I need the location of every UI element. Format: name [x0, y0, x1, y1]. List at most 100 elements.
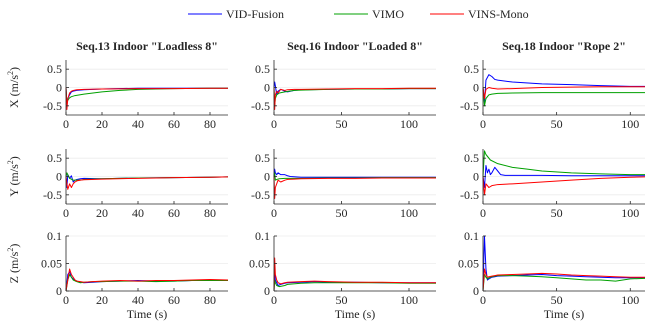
series-line-vid-fusion — [482, 165, 645, 188]
x-axis-label: Time (s) — [544, 307, 585, 321]
series-line-vins-mono — [482, 268, 645, 292]
y-tick-label: 0.5 — [47, 151, 62, 165]
series-line-vid-fusion — [273, 168, 436, 178]
y-tick-label: 0 — [473, 170, 479, 184]
x-tick-label: 50 — [551, 206, 563, 220]
y-axis-label: Y (m/s2) — [6, 156, 21, 197]
x-tick-label: 100 — [400, 206, 418, 220]
y-axis-label-close: ) — [7, 244, 21, 248]
x-tick-label: 0 — [63, 117, 69, 131]
series-line-vins-mono — [482, 86, 645, 99]
x-tick-label: 20 — [96, 206, 108, 220]
x-tick-label: 50 — [551, 293, 563, 307]
series-line-vimo — [482, 274, 646, 292]
y-tick-label: -0.5 — [460, 99, 479, 113]
series-line-vimo — [273, 279, 436, 292]
y-axis-label-text: X (m/s2) — [6, 67, 21, 108]
x-tick-label: 100 — [400, 117, 418, 131]
column-title: Seq.16 Indoor "Loaded 8" — [287, 39, 423, 53]
y-tick-label: 0.1 — [464, 229, 479, 243]
x-axis-label: Time (s) — [335, 307, 376, 321]
x-tick-label: 0 — [63, 293, 69, 307]
y-axis-label-superscript: 2 — [6, 248, 15, 252]
y-tick-label: 0.1 — [255, 229, 270, 243]
y-tick-label: -0.5 — [43, 99, 62, 113]
panel: 0 0.05 0.1 0 50 100 — [249, 229, 436, 307]
x-tick-label: 80 — [204, 293, 216, 307]
x-tick-label: 100 — [621, 293, 639, 307]
x-tick-label: 100 — [400, 293, 418, 307]
series-line-vimo — [482, 87, 645, 107]
series-line-vins-mono — [273, 257, 436, 292]
y-tick-label: 0.05 — [41, 257, 62, 271]
panel: -0.500.50 50 100 — [251, 60, 436, 131]
x-tick-label: 60 — [168, 293, 180, 307]
series-line-vins-mono — [273, 87, 436, 110]
legend: VID-Fusion VIMO VINS-Mono — [188, 7, 529, 21]
y-tick-label: 0.05 — [249, 257, 270, 271]
x-tick-label: 40 — [132, 117, 144, 131]
series-line-vid-fusion — [65, 87, 228, 105]
y-tick-label: 0 — [56, 170, 62, 184]
panel: -0.500.50 50 100 — [460, 60, 645, 131]
legend-label: VIMO — [372, 7, 404, 21]
x-tick-label: 50 — [551, 117, 563, 131]
x-tick-label: 50 — [336, 206, 348, 220]
series-line-vimo — [65, 87, 228, 105]
y-tick-label: 0 — [473, 284, 479, 298]
x-tick-label: 60 — [168, 206, 180, 220]
y-tick-label: -0.5 — [460, 188, 479, 202]
y-tick-label: 0 — [473, 81, 479, 95]
y-tick-label: 0.5 — [255, 62, 270, 76]
column-title: Seq.18 Indoor "Rope 2" — [502, 39, 626, 53]
panel: -0.500.50 50 100 — [251, 149, 436, 220]
y-axis-label-text: Y (m/s2) — [6, 156, 21, 197]
y-tick-label: 0 — [264, 81, 270, 95]
x-tick-label: 0 — [480, 293, 486, 307]
y-tick-label: 0.5 — [47, 62, 62, 76]
series-line-vimo — [273, 87, 436, 107]
legend-label: VID-Fusion — [226, 7, 284, 21]
panels: Seq.13 Indoor "Loadless 8" Seq.16 Indoor … — [6, 39, 646, 321]
y-tick-label: -0.5 — [251, 188, 270, 202]
series-line-vid-fusion — [273, 268, 436, 292]
y-tick-label: 0.5 — [464, 151, 479, 165]
series-line-vins-mono — [273, 176, 436, 199]
x-tick-label: 100 — [621, 117, 639, 131]
x-tick-label: 0 — [480, 117, 486, 131]
y-axis-label-close: ) — [7, 67, 21, 71]
y-tick-label: 0.05 — [458, 257, 479, 271]
series-line-vimo — [482, 150, 645, 177]
x-tick-label: 20 — [96, 117, 108, 131]
y-axis-label-superscript: 2 — [6, 160, 15, 164]
x-tick-label: 0 — [271, 293, 277, 307]
y-axis-label: X (m/s2) — [6, 67, 21, 108]
x-tick-label: 50 — [336, 117, 348, 131]
series-line-vins-mono — [65, 87, 228, 110]
y-axis-label-main: Z (m/s — [7, 251, 21, 283]
y-tick-label: 0.5 — [255, 151, 270, 165]
x-tick-label: 20 — [96, 293, 108, 307]
y-tick-label: 0 — [56, 284, 62, 298]
x-tick-label: 0 — [271, 206, 277, 220]
y-axis-label-main: X (m/s — [7, 75, 21, 108]
panel: -0.500.50 20 40 60 80 — [43, 149, 229, 220]
series-line-vins-mono — [65, 176, 229, 190]
panel: -0.500.50 50 100 — [460, 149, 646, 220]
x-axis-label: Time (s) — [127, 307, 168, 321]
y-tick-label: 0 — [264, 284, 270, 298]
series-line-vins-mono — [482, 176, 646, 196]
x-tick-label: 60 — [168, 117, 180, 131]
panel: 0 0.05 0.1 0 50 100 — [458, 229, 646, 307]
y-tick-label: -0.5 — [251, 99, 270, 113]
y-axis-label-text: Z (m/s2) — [6, 244, 21, 284]
y-tick-label: 0 — [56, 81, 62, 95]
panel: 0 0.05 0.1 0 20 40 60 80 — [41, 229, 229, 307]
legend-label: VINS-Mono — [468, 7, 529, 21]
series-line-vid-fusion — [482, 74, 645, 103]
x-tick-label: 100 — [621, 206, 639, 220]
y-axis-label-close: ) — [7, 156, 21, 160]
x-tick-label: 0 — [480, 206, 486, 220]
x-tick-label: 80 — [204, 206, 216, 220]
